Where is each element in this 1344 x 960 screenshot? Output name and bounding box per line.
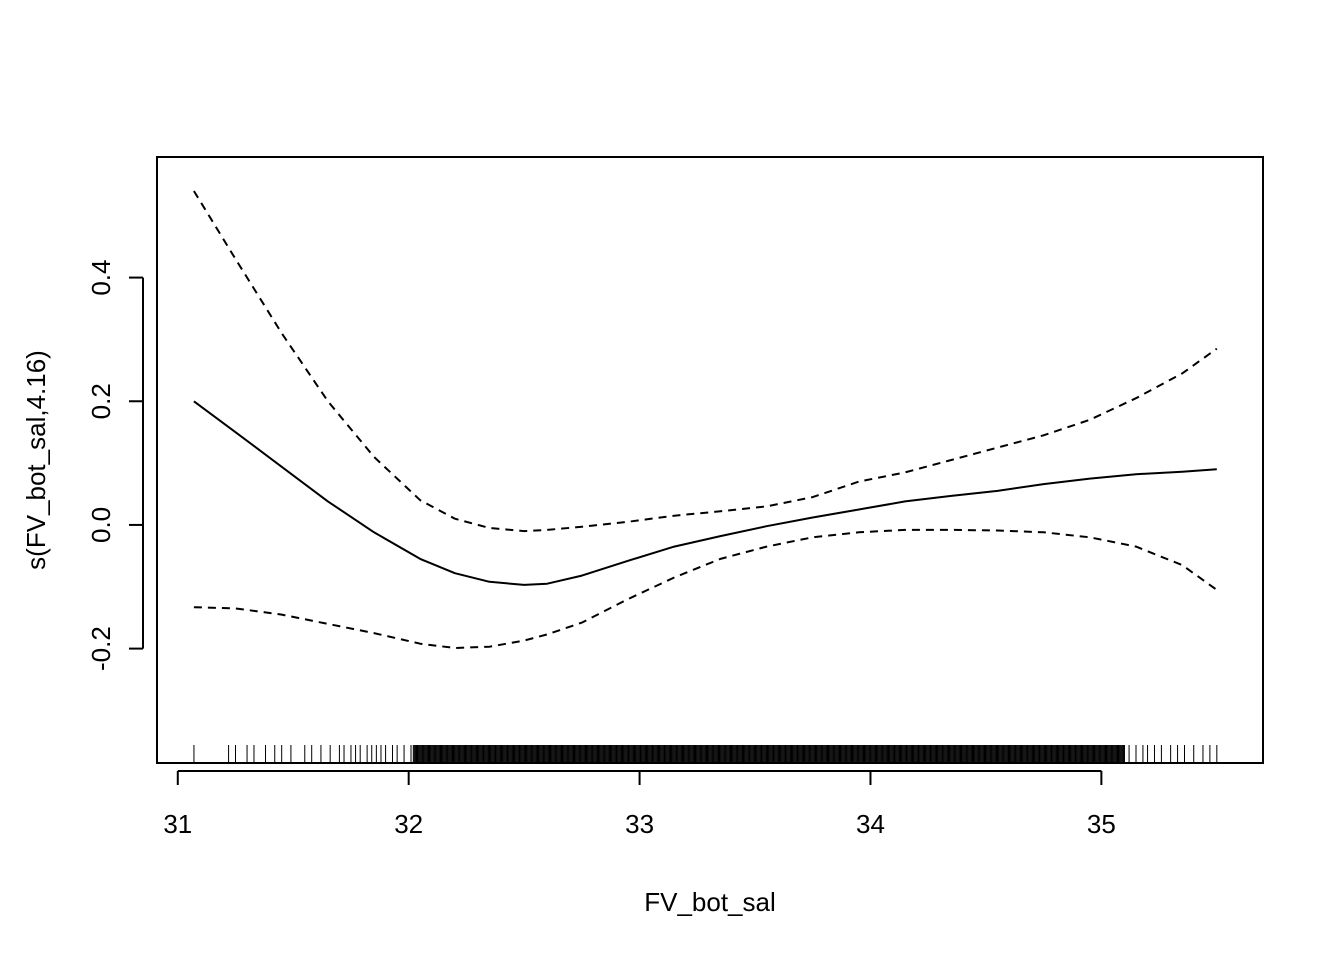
x-axis: 31 32 33 34 35 (163, 770, 1116, 839)
series-layer (193, 190, 1218, 649)
y-tick-label: 0.0 (86, 507, 116, 543)
smooth-estimate-line (193, 400, 1217, 586)
y-axis-label: s(FV_bot_sal,4.16) (21, 350, 51, 570)
x-tick-label: 35 (1087, 809, 1116, 839)
plot-frame (156, 156, 1264, 764)
rug (193, 745, 1218, 763)
x-tick-label: 33 (625, 809, 654, 839)
x-tick-label: 31 (163, 809, 192, 839)
x-axis-label: FV_bot_sal (644, 887, 776, 917)
y-tick-label: -0.2 (86, 626, 116, 671)
y-axis: -0.2 0.0 0.2 0.4 (86, 260, 144, 671)
y-tick-label: 0.4 (86, 260, 116, 296)
lower-confidence-line (193, 528, 1218, 649)
x-tick-label: 32 (394, 809, 423, 839)
x-tick-label: 34 (856, 809, 885, 839)
upper-confidence-line (193, 190, 1218, 533)
y-tick-label: 0.2 (86, 383, 116, 419)
